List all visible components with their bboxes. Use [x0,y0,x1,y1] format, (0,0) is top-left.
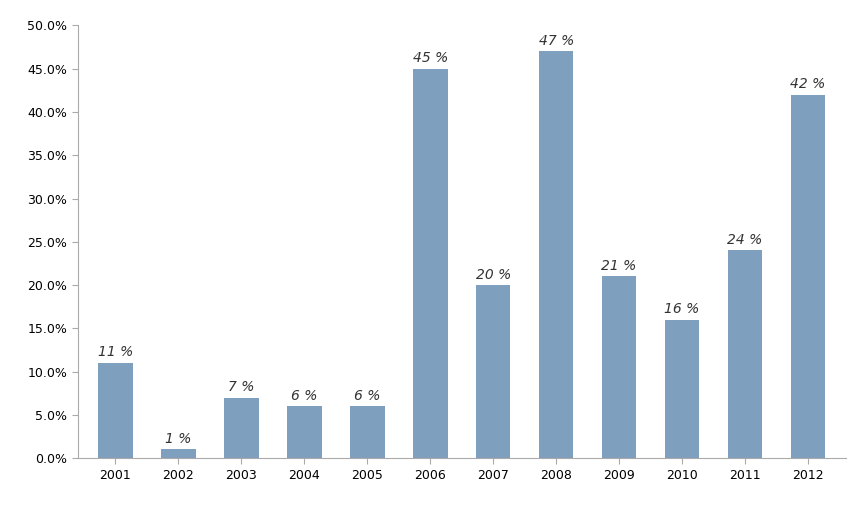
Bar [413,69,448,458]
Text: 11 %: 11 % [98,346,133,359]
Text: 47 %: 47 % [539,34,574,48]
Bar [791,95,825,458]
Bar [728,250,762,458]
Text: 7 %: 7 % [228,380,255,394]
Text: 6 %: 6 % [291,389,318,403]
Bar [602,276,636,458]
Text: 42 %: 42 % [791,77,826,91]
Bar [161,449,196,458]
Bar [539,51,573,458]
Text: 20 %: 20 % [476,268,511,281]
Bar [350,406,385,458]
Bar [287,406,322,458]
Bar [476,285,511,458]
Text: 6 %: 6 % [354,389,381,403]
Text: 16 %: 16 % [665,302,700,316]
Text: 24 %: 24 % [728,233,763,247]
Text: 21 %: 21 % [602,259,637,273]
Bar [224,398,259,458]
Text: 45 %: 45 % [413,51,448,65]
Text: 1 %: 1 % [165,432,192,446]
Bar [665,320,699,458]
Bar [98,363,133,458]
